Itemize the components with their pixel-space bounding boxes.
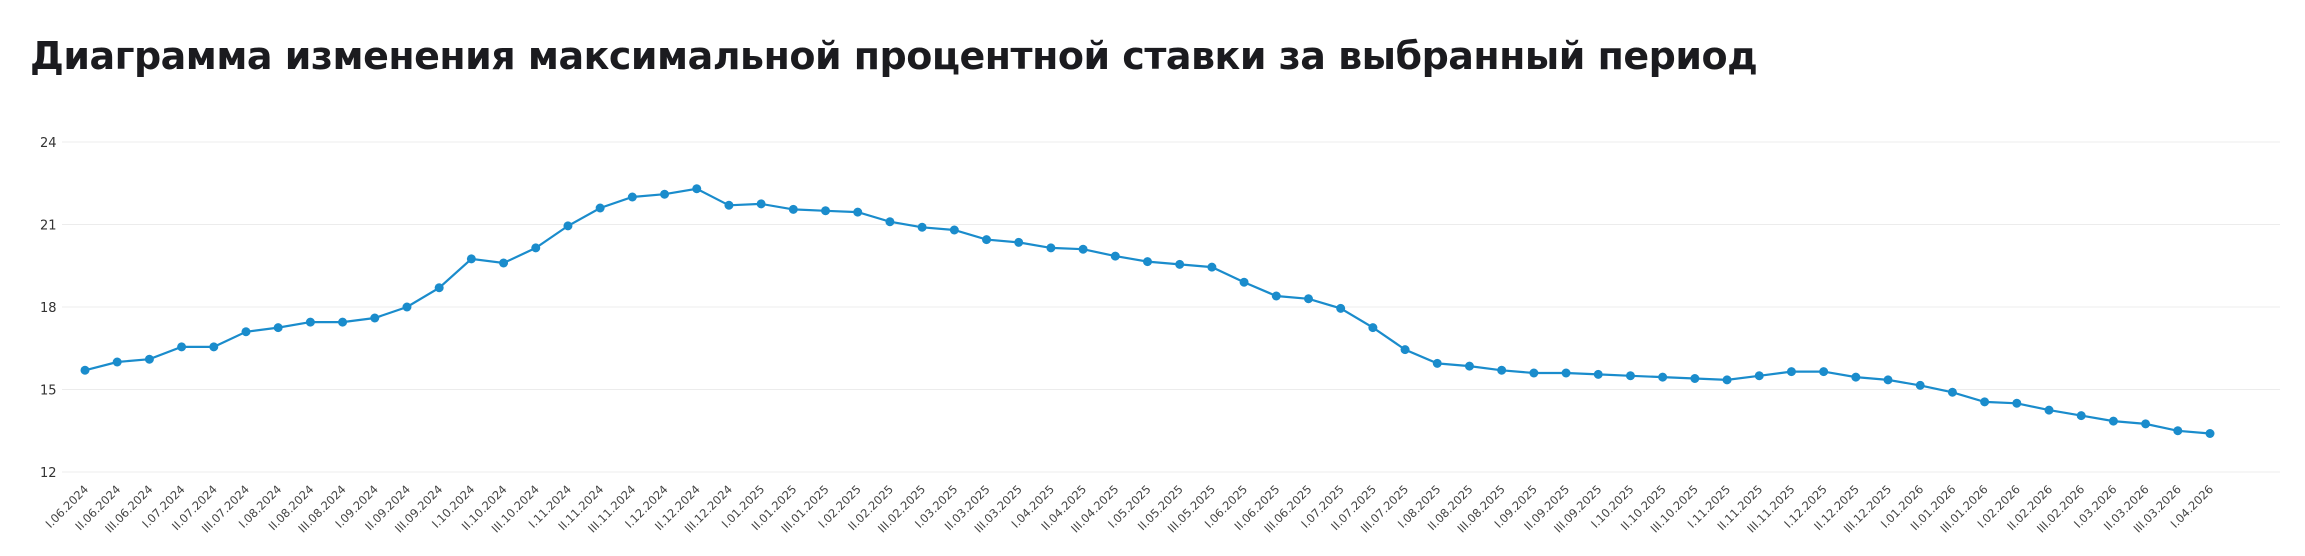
data-point[interactable] (1561, 368, 1571, 378)
series-line (84, 187, 2211, 435)
data-point[interactable] (112, 357, 122, 367)
data-point[interactable] (1207, 262, 1217, 272)
y-tick-label: 24 (40, 136, 57, 151)
data-point[interactable] (1432, 358, 1442, 368)
data-point[interactable] (917, 222, 927, 232)
data-point[interactable] (627, 192, 637, 202)
data-point[interactable] (177, 342, 187, 352)
data-point[interactable] (499, 258, 509, 268)
data-point[interactable] (885, 217, 895, 227)
series-rate (80, 184, 2215, 438)
data-point[interactable] (692, 184, 702, 194)
data-point[interactable] (1143, 257, 1152, 267)
data-point[interactable] (370, 313, 380, 323)
data-point[interactable] (1046, 243, 1056, 253)
data-point[interactable] (949, 225, 959, 235)
data-point[interactable] (402, 302, 412, 312)
data-point[interactable] (1980, 397, 1990, 407)
data-point[interactable] (1722, 375, 1732, 385)
data-point[interactable] (273, 323, 283, 333)
data-point[interactable] (2141, 419, 2151, 429)
data-point[interactable] (563, 221, 573, 231)
data-point[interactable] (1625, 371, 1635, 381)
data-point[interactable] (434, 283, 444, 293)
data-point[interactable] (531, 243, 541, 253)
data-point[interactable] (241, 327, 251, 337)
x-axis-ticks: I.06.2024II.06.2024III.06.2024I.07.2024I… (43, 482, 2217, 535)
data-point[interactable] (1239, 277, 1249, 287)
data-point[interactable] (2044, 405, 2054, 415)
grid-lines (62, 141, 2280, 473)
data-point[interactable] (1271, 291, 1281, 301)
y-axis-ticks: 12 15 18 21 24 (40, 136, 57, 481)
data-point[interactable] (209, 342, 219, 352)
data-point[interactable] (660, 189, 670, 199)
data-point[interactable] (1529, 368, 1539, 378)
data-point[interactable] (853, 207, 863, 217)
data-point[interactable] (1819, 367, 1829, 377)
data-point[interactable] (1883, 375, 1893, 385)
y-tick-label: 15 (40, 384, 57, 399)
data-point[interactable] (821, 206, 831, 216)
data-point[interactable] (1400, 345, 1410, 355)
data-point[interactable] (1754, 371, 1764, 381)
data-point[interactable] (2173, 426, 2183, 436)
data-point[interactable] (2205, 429, 2215, 438)
data-point[interactable] (1851, 372, 1861, 382)
data-point[interactable] (595, 203, 605, 213)
data-point[interactable] (2108, 416, 2118, 426)
data-point[interactable] (1947, 387, 1957, 397)
data-point[interactable] (1497, 365, 1507, 375)
data-point[interactable] (1110, 251, 1120, 261)
data-point[interactable] (1593, 369, 1603, 379)
chart-title: Диаграмма изменения максимальной процент… (30, 34, 1758, 78)
data-point[interactable] (1658, 372, 1668, 382)
data-point[interactable] (2012, 398, 2022, 408)
data-point[interactable] (1464, 361, 1474, 371)
data-point[interactable] (1690, 374, 1700, 383)
data-point[interactable] (788, 204, 798, 214)
data-point[interactable] (1786, 367, 1796, 377)
data-point[interactable] (1078, 244, 1088, 254)
y-tick-label: 12 (40, 466, 57, 481)
data-point[interactable] (1915, 380, 1925, 390)
data-point[interactable] (982, 235, 992, 245)
y-tick-label: 18 (40, 301, 57, 316)
y-tick-label: 21 (40, 219, 57, 234)
data-point[interactable] (338, 317, 348, 327)
data-point[interactable] (466, 254, 476, 264)
data-point[interactable] (2076, 411, 2086, 421)
data-point[interactable] (1336, 303, 1346, 313)
data-point[interactable] (144, 354, 154, 364)
data-point[interactable] (1175, 259, 1185, 269)
data-point[interactable] (305, 317, 315, 327)
data-point[interactable] (80, 365, 90, 375)
data-point[interactable] (724, 200, 734, 210)
data-point[interactable] (1014, 237, 1024, 247)
data-point[interactable] (756, 199, 766, 209)
data-point[interactable] (1368, 323, 1378, 333)
data-point[interactable] (1303, 294, 1313, 304)
